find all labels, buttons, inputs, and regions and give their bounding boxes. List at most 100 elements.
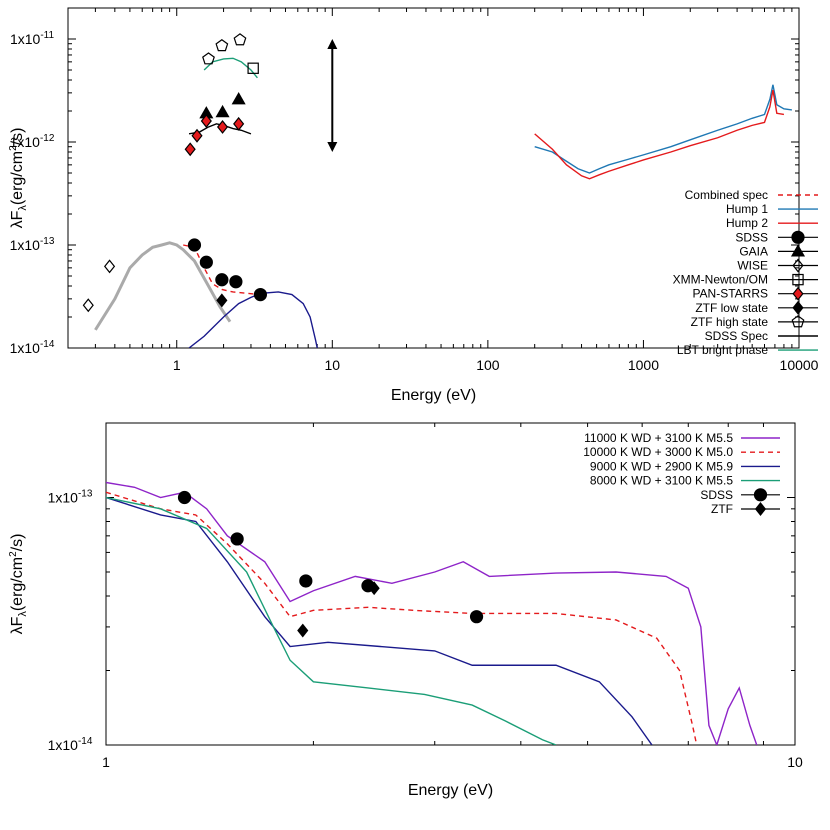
- data-point: [299, 574, 313, 588]
- x-tick-label: 1: [173, 357, 181, 373]
- legend-label: Hump 1: [726, 202, 768, 216]
- y-axis-label: λFλ(erg/cm2/s): [8, 128, 29, 229]
- legend-marker: [792, 273, 804, 286]
- data-point: [202, 52, 215, 65]
- top-panel: 1 10 100 1000 100001x10-141x10-131x10-121x10…: [8, 7, 819, 404]
- x-tick-label: 10: [787, 754, 803, 770]
- data-point: [215, 273, 229, 287]
- y-tick-base: 1x10: [10, 31, 41, 47]
- legend-label: SDSS Spec: [705, 329, 768, 343]
- y-tick-label: 1x10-14: [48, 736, 93, 753]
- x-axis-label: Energy (eV): [408, 782, 493, 799]
- y-axis-label: λFλ(erg/cm2/s): [8, 534, 29, 635]
- data-point: [216, 293, 228, 308]
- legend-label: LBT bright phase: [677, 343, 768, 357]
- legend-label: WISE: [737, 259, 768, 273]
- y-tick-base: 1x10: [48, 737, 79, 753]
- y-label-unit-end: /s): [9, 534, 26, 552]
- y-tick-exponent: -11: [40, 30, 54, 41]
- y-tick-base: 1x10: [10, 134, 41, 150]
- legend-label: GAIA: [739, 244, 768, 258]
- data-point: [231, 92, 246, 105]
- data-point: [103, 259, 116, 274]
- y-label-base: λF: [9, 210, 26, 228]
- data-point: [200, 114, 212, 128]
- legend-label: 11000 K WD + 3100 K M5.5: [584, 431, 733, 445]
- legend-label: PAN-STARRS: [692, 287, 768, 301]
- data-point: [229, 275, 243, 289]
- y-label-unit: (erg/cm: [9, 151, 26, 205]
- y-label-base: λF: [9, 616, 26, 634]
- data-point: [215, 39, 229, 52]
- y-tick-base: 1x10: [10, 237, 41, 253]
- legend-label: 9000 K WD + 2900 K M5.9: [590, 459, 733, 473]
- series-line: [106, 481, 758, 745]
- legend-marker: [790, 244, 806, 257]
- legend-marker: [792, 286, 804, 301]
- legend-marker: [791, 230, 805, 244]
- series-line: [106, 496, 653, 745]
- series-line: [203, 57, 258, 79]
- y-label-unit-sup: 2: [8, 551, 19, 557]
- data-point: [297, 623, 309, 638]
- plot-frame: [67, 7, 800, 349]
- legend-marker: [792, 300, 804, 315]
- legend-label: ZTF: [711, 502, 733, 516]
- series-line: [534, 84, 792, 174]
- y-tick-exponent: -12: [40, 133, 55, 144]
- legend-label: SDSS: [700, 488, 733, 502]
- legend-label: ZTF high state: [691, 315, 769, 329]
- data-point: [215, 104, 230, 118]
- y-tick-exponent: -14: [78, 736, 93, 747]
- x-tick-label: 1000: [628, 357, 659, 373]
- y-tick-label: 1x10-13: [10, 236, 55, 253]
- data-point: [469, 610, 484, 624]
- plot-area: [106, 481, 758, 745]
- data-point: [82, 298, 94, 313]
- y-tick-base: 1x10: [10, 340, 41, 356]
- y-label-sub: λ: [17, 611, 29, 617]
- data-point: [199, 255, 213, 269]
- x-tick-label: 100: [476, 357, 500, 373]
- y-tick-label: 1x10-11: [10, 30, 55, 47]
- arrow-head-up: [327, 39, 338, 50]
- plot-frame: [105, 422, 796, 746]
- data-point: [247, 62, 259, 74]
- legend-label: Hump 2: [726, 216, 768, 230]
- y-tick-exponent: -13: [78, 489, 93, 500]
- legend-label: Combined spec: [685, 188, 768, 202]
- x-tick-label: 1: [102, 754, 110, 770]
- legend-label: ZTF low state: [695, 301, 768, 315]
- arrow-head-down: [327, 141, 338, 152]
- data-point: [368, 581, 380, 596]
- data-point: [177, 490, 192, 505]
- data-point: [216, 119, 229, 134]
- y-label-sub: λ: [17, 205, 29, 211]
- series-line: [188, 291, 318, 348]
- y-tick-exponent: -14: [40, 339, 55, 350]
- legend-label: 10000 K WD + 3000 K M5.0: [583, 445, 733, 459]
- x-axis-label: Energy (eV): [391, 387, 476, 404]
- data-point: [191, 128, 203, 143]
- legend-label: 8000 K WD + 3100 K M5.5: [590, 474, 733, 488]
- data-point: [253, 287, 268, 302]
- data-point: [233, 33, 247, 46]
- series-line: [183, 244, 260, 296]
- series-line: [106, 496, 557, 745]
- x-tick-label: 10: [325, 357, 341, 373]
- legend-label: SDSS: [735, 230, 768, 244]
- series-line: [106, 491, 698, 745]
- legend-marker: [791, 315, 805, 328]
- legend-marker: [792, 258, 804, 273]
- x-tick-label: 10000: [780, 357, 819, 373]
- y-label-unit-sup: 2: [8, 145, 19, 151]
- y-tick-label: 1x10-12: [10, 133, 55, 150]
- data-point: [184, 142, 196, 157]
- legend-marker: [754, 502, 767, 516]
- series-line: [94, 241, 232, 331]
- plot-area: [82, 33, 792, 348]
- data-point: [233, 116, 245, 131]
- data-point: [230, 532, 244, 546]
